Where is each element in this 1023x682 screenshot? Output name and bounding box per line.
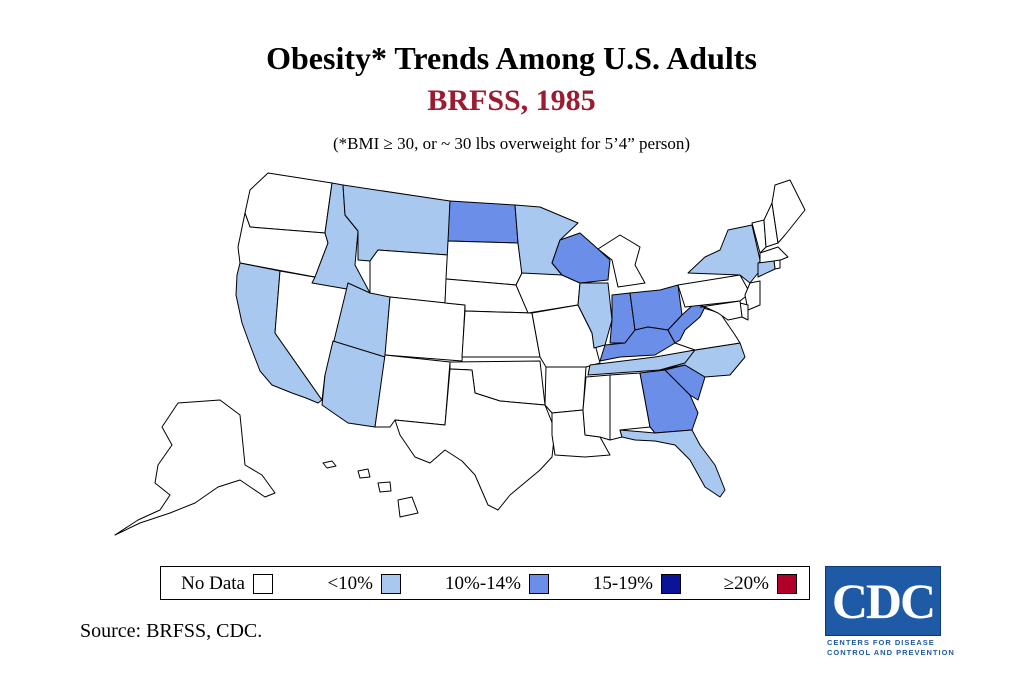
state-MD [699, 300, 743, 321]
legend-swatch [381, 574, 401, 594]
state-MS [582, 374, 611, 441]
cdc-logo-box: CDC [825, 566, 941, 636]
legend-item-lt10: <10% [311, 572, 401, 596]
cdc-logo-text: CDC [831, 573, 936, 629]
state-TX [394, 368, 556, 511]
legend-label: No Data [181, 573, 245, 594]
state-IL [577, 282, 613, 349]
state-ND [447, 200, 519, 244]
legend-label: 15-19% [592, 573, 653, 594]
cdc-logo: CDC CENTERS FOR DISEASE CONTROL AND PREV… [825, 566, 954, 658]
legend-box: No Data <10% 10%-14% 15-19% ≥20% [160, 566, 810, 600]
map-subtitle: BRFSS, 1985 [427, 84, 596, 117]
state-FL [619, 429, 726, 498]
cdc-logo-line2: CONTROL AND PREVENTION [827, 648, 955, 657]
source-note: Source: BRFSS, CDC. [80, 620, 263, 642]
legend-swatch [253, 574, 273, 594]
state-ME [771, 179, 806, 244]
state-SD [445, 240, 523, 286]
state-WA [244, 172, 333, 234]
state-KS [461, 310, 541, 358]
cdc-logo-line1: CENTERS FOR DISEASE [827, 638, 935, 647]
state-MI [597, 234, 646, 288]
state-AZ [321, 340, 386, 428]
state-WI [551, 232, 611, 284]
cdc-logo-subtitle: CENTERS FOR DISEASE CONTROL AND PREVENTI… [827, 638, 955, 658]
legend-label: 10%-14% [445, 573, 521, 594]
legend-item-10-14: 10%-14% [431, 572, 549, 596]
state-AR [544, 366, 587, 414]
state-CO [384, 296, 466, 362]
state-HI [322, 460, 419, 518]
state-NY [687, 224, 761, 284]
state-WV [667, 302, 706, 344]
state-MT [342, 184, 451, 262]
legend-item-ge20: ≥20% [711, 572, 797, 596]
legend-item-no-data: No Data [169, 572, 273, 596]
state-NJ [744, 280, 761, 311]
state-AK [114, 399, 276, 536]
bmi-footnote: (*BMI ≥ 30, or ~ 30 lbs overweight for 5… [332, 134, 691, 153]
legend-swatch [661, 574, 681, 594]
map-title: Obesity* Trends Among U.S. Adults [266, 40, 757, 76]
state-NM [374, 354, 451, 428]
us-states-map [114, 172, 806, 536]
state-MA [759, 246, 789, 264]
legend-item-15-19: 15-19% [581, 572, 681, 596]
legend-swatch [529, 574, 549, 594]
state-CT [757, 260, 776, 278]
state-NC [659, 342, 746, 378]
legend-label: <10% [327, 573, 373, 594]
legend-swatch [777, 574, 797, 594]
legend-label: ≥20% [723, 573, 769, 594]
